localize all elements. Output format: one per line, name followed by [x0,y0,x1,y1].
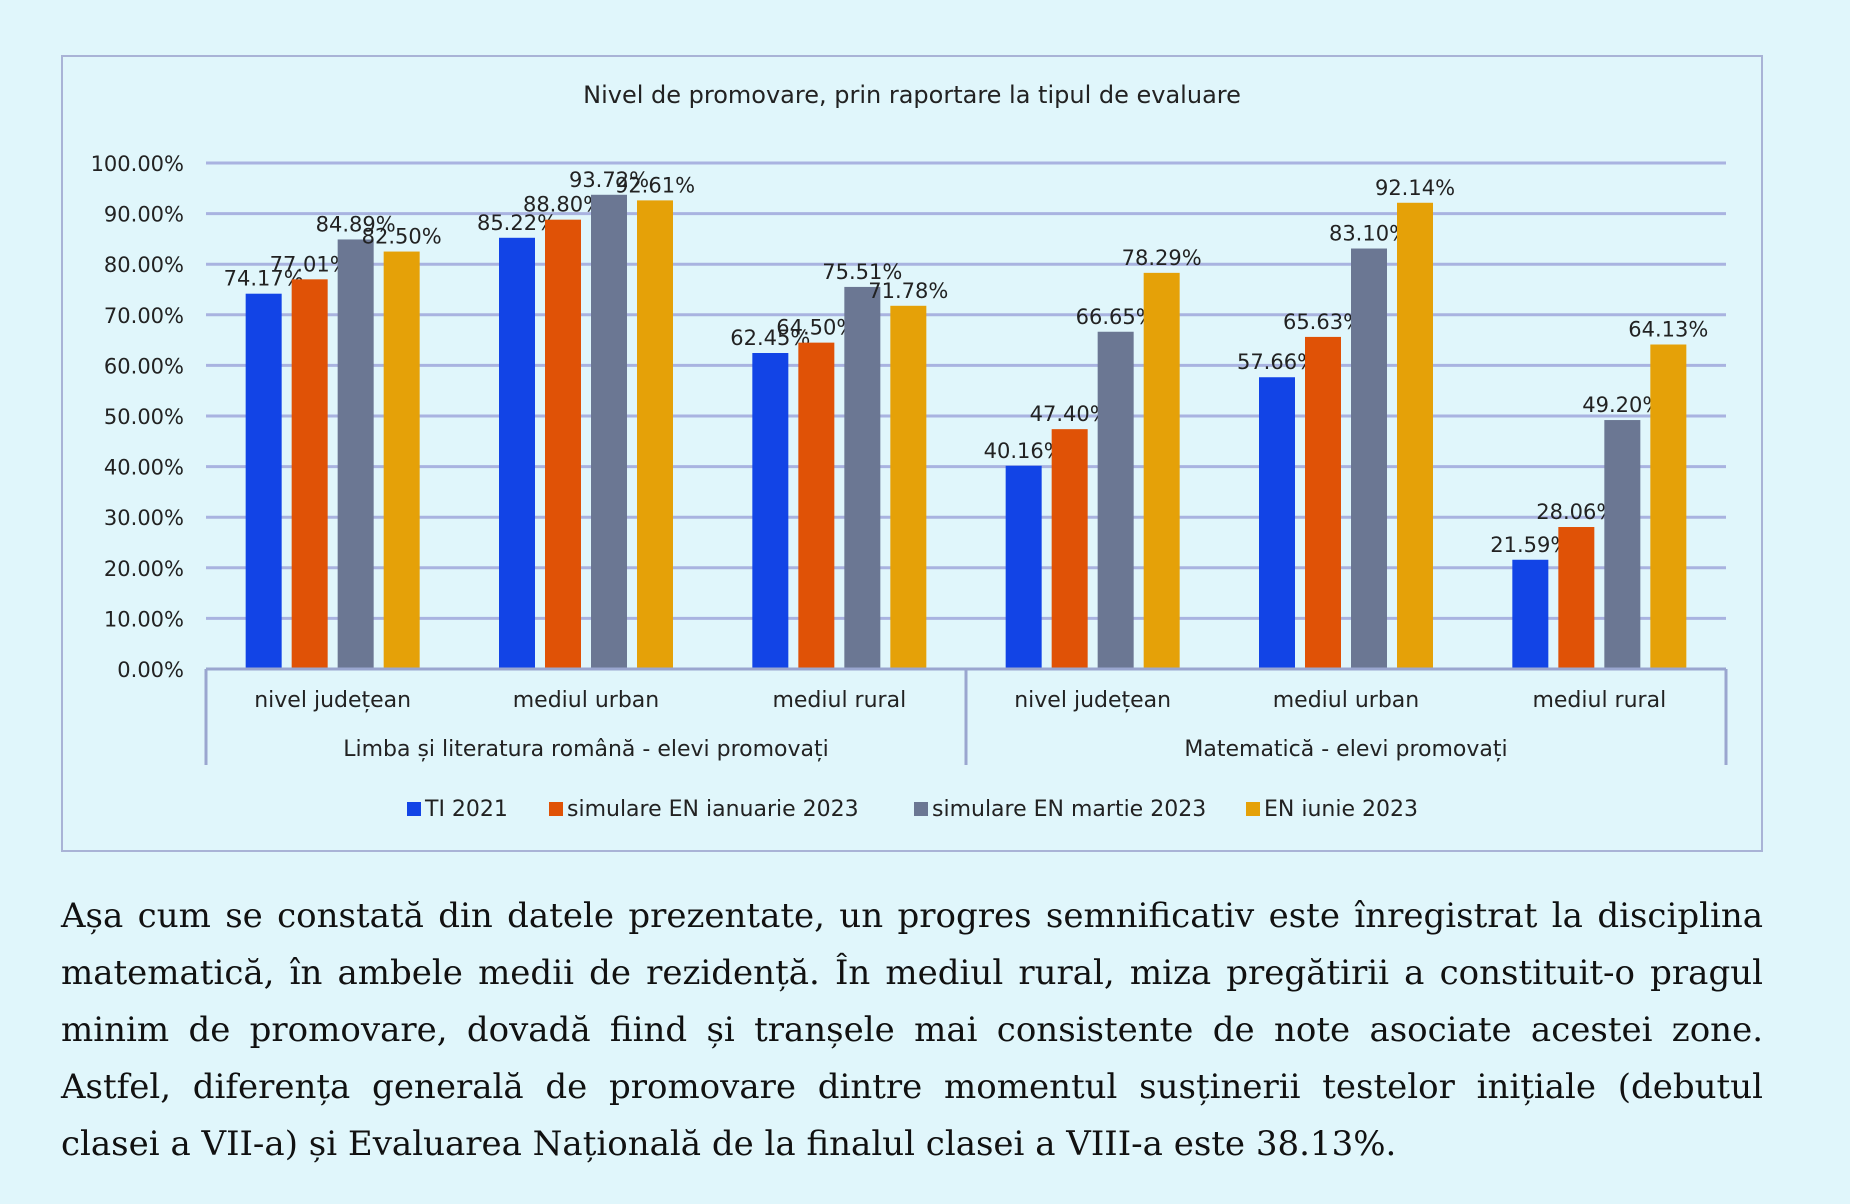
bar-3-1 [1051,429,1088,669]
bar-0-3 [383,251,420,670]
data-label: 77.01% [270,252,350,276]
bar-3-0 [1005,465,1042,669]
data-label: 47.40% [1030,402,1110,426]
category-label: mediul urban [513,688,659,713]
group-label: Limba și literatura română - elevi promo… [343,737,829,762]
data-label: 71.78% [868,279,948,303]
legend-swatch-3 [1246,802,1260,816]
y-tick-label: 100.00% [91,152,184,176]
bar-2-3 [890,305,927,669]
data-label: 78.29% [1122,246,1202,270]
y-tick-label: 80.00% [104,253,184,277]
data-label: 28.06% [1536,500,1616,524]
data-label: 74.17% [224,267,304,291]
y-tick-label: 20.00% [104,557,184,581]
data-label: 66.65% [1076,305,1156,329]
category-label: mediul rural [772,688,906,713]
bar-5-1 [1558,527,1595,669]
group-label: Matematică - elevi promovați [1184,737,1507,762]
legend-label-3: EN iunie 2023 [1264,797,1418,822]
data-label: 75.51% [822,260,902,284]
y-tick-label: 30.00% [104,506,184,530]
y-tick-label: 10.00% [104,607,184,631]
legend-label-2: simulare EN martie 2023 [932,797,1206,822]
bar-5-2 [1604,420,1641,669]
bar-1-2 [591,194,627,669]
body-paragraph: Așa cum se constată din datele prezentat… [61,896,1763,1164]
data-label: 40.16% [984,439,1064,463]
bar-0-2 [337,239,374,669]
data-label: 49.20% [1582,393,1662,417]
legend-swatch-1 [549,802,563,816]
bar-chart: Nivel de promovare, prin raportare la ti… [91,81,1728,822]
data-label: 93.72% [569,168,649,192]
y-tick-label: 70.00% [104,304,184,328]
data-label: 57.66% [1237,350,1317,374]
category-label: nivel județean [254,688,411,713]
data-label: 64.13% [1628,318,1708,342]
y-tick-label: 0.00% [117,658,184,682]
data-label: 85.22% [477,211,557,235]
data-label: 83.10% [1329,222,1409,246]
bar-2-1 [798,342,835,669]
bar-4-0 [1259,377,1295,669]
category-label: mediul urban [1273,688,1419,713]
data-label: 65.63% [1283,310,1363,334]
legend-swatch-0 [407,802,421,816]
y-tick-label: 40.00% [104,456,184,480]
data-label: 64.50% [776,316,856,340]
data-label: 62.45% [730,326,810,350]
bar-2-0 [752,353,789,669]
bar-0-0 [245,293,282,669]
y-tick-label: 50.00% [104,405,184,429]
bar-2-2 [844,286,881,669]
bar-3-3 [1143,272,1180,669]
legend-label-1: simulare EN ianuarie 2023 [567,797,859,822]
y-tick-label: 90.00% [104,203,184,227]
category-label: nivel județean [1014,688,1171,713]
bar-5-0 [1512,559,1549,669]
bar-1-0 [499,237,535,669]
bar-1-1 [545,219,581,669]
category-label: mediul rural [1532,688,1666,713]
data-label: 21.59% [1490,533,1570,557]
bar-3-2 [1097,331,1134,669]
data-label: 82.50% [362,225,442,249]
chart-frame: Nivel de promovare, prin raportare la ti… [61,55,1763,852]
bar-0-1 [291,279,328,669]
legend-swatch-2 [914,802,928,816]
bar-4-1 [1305,336,1341,669]
data-label: 92.61% [615,173,695,197]
data-label: 84.89% [316,212,396,236]
chart-title: Nivel de promovare, prin raportare la ti… [583,81,1241,109]
y-tick-label: 60.00% [104,354,184,378]
legend-label-0: TI 2021 [424,797,508,822]
bar-1-3 [637,200,673,669]
bar-4-2 [1351,248,1387,669]
bar-5-3 [1650,344,1687,669]
data-label: 92.14% [1375,176,1455,200]
data-label: 88.80% [523,193,603,217]
bar-4-3 [1397,202,1433,669]
